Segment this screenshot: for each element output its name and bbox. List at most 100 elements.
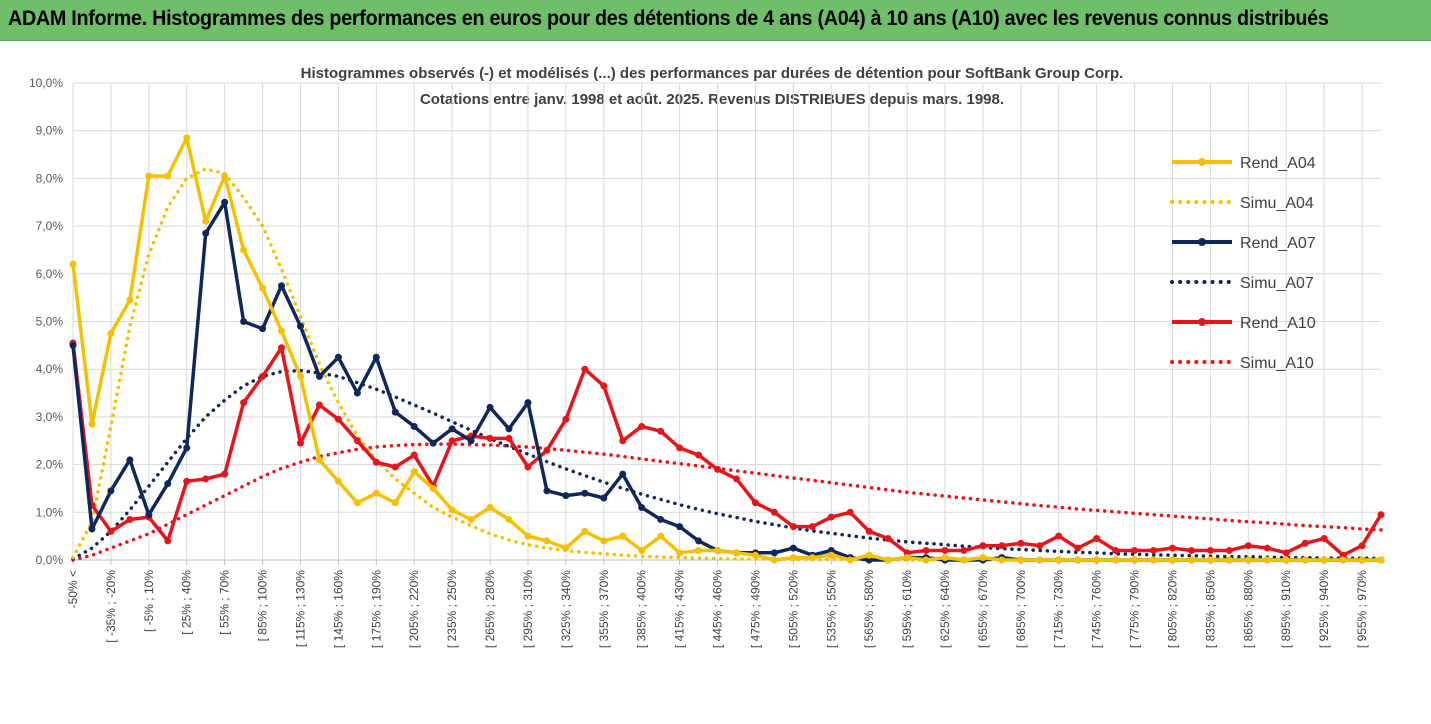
- x-tick-label: [ 295% ; 310%: [521, 570, 535, 648]
- point-rend-a10: [1150, 546, 1158, 554]
- point-rend-a10: [1093, 535, 1101, 543]
- point-rend-a04: [562, 544, 570, 552]
- point-rend-a04: [1036, 556, 1044, 564]
- legend-label-simu-a07: Simu_A07: [1240, 275, 1314, 292]
- point-rend-a07: [638, 504, 646, 512]
- x-tick-label: [ -5% ; 10%: [142, 570, 156, 632]
- point-rend-a04: [1320, 556, 1328, 564]
- y-tick-label: 2,0%: [36, 458, 64, 472]
- point-rend-a04: [240, 246, 248, 254]
- point-rend-a10: [770, 508, 778, 516]
- y-tick-label: 7,0%: [36, 219, 64, 233]
- legend-marker-rend-a07: [1198, 238, 1206, 246]
- point-rend-a04: [1263, 556, 1271, 564]
- point-rend-a04: [372, 489, 380, 497]
- point-rend-a10: [486, 434, 494, 442]
- x-tick-label: [ 445% ; 460%: [711, 570, 725, 648]
- point-rend-a07: [69, 341, 77, 349]
- x-tick-label: [ 925% ; 940%: [1317, 570, 1331, 648]
- legend-label-rend-a04: Rend_A04: [1240, 155, 1316, 172]
- point-rend-a07: [221, 198, 229, 206]
- point-rend-a10: [789, 523, 797, 531]
- point-rend-a10: [884, 535, 892, 543]
- point-rend-a07: [391, 408, 399, 416]
- point-rend-a04: [827, 551, 835, 559]
- point-rend-a04: [164, 172, 172, 180]
- point-rend-a10: [1112, 546, 1120, 554]
- point-rend-a10: [164, 537, 172, 545]
- x-tick-label: [ -35% ; -20%: [104, 570, 118, 643]
- point-rend-a04: [88, 420, 96, 428]
- point-rend-a07: [88, 525, 96, 533]
- series-line-rend-a07: [71, 200, 1381, 562]
- point-rend-a04: [808, 554, 816, 562]
- point-rend-a04: [1074, 556, 1082, 564]
- legend-label-rend-a10: Rend_A10: [1240, 315, 1316, 332]
- legend-marker-rend-a04: [1198, 158, 1206, 166]
- x-tick-label: [ 955% ; 970%: [1355, 570, 1369, 648]
- point-rend-a07: [410, 422, 418, 430]
- x-tick-label: [ 265% ; 280%: [483, 570, 497, 648]
- point-rend-a10: [1377, 511, 1385, 519]
- point-rend-a04: [1339, 556, 1347, 564]
- point-rend-a04: [789, 554, 797, 562]
- point-rend-a10: [979, 542, 987, 550]
- point-rend-a04: [221, 172, 229, 180]
- point-rend-a04: [1168, 556, 1176, 564]
- point-rend-a10: [1187, 546, 1195, 554]
- x-tick-label: [ 205% ; 220%: [407, 570, 421, 648]
- point-rend-a04: [278, 327, 286, 335]
- x-tick-label: [ 715% ; 730%: [1052, 570, 1066, 648]
- point-rend-a10: [1017, 539, 1025, 547]
- point-rend-a10: [505, 434, 513, 442]
- point-rend-a07: [334, 353, 342, 361]
- grid: [72, 82, 1381, 561]
- x-axis: -50% < [ -35% ; -20% [ -5% ; 10% [ 25% ; 40…: [66, 559, 1381, 648]
- point-rend-a10: [1282, 549, 1290, 557]
- point-rend-a10: [1263, 544, 1271, 552]
- point-rend-a04: [638, 546, 646, 554]
- point-rend-a04: [998, 556, 1006, 564]
- point-rend-a10: [808, 523, 816, 531]
- y-tick-label: 9,0%: [36, 124, 64, 138]
- point-rend-a10: [922, 546, 930, 554]
- point-rend-a07: [448, 425, 456, 433]
- point-rend-a10: [296, 439, 304, 447]
- legend-label-simu-a04: Simu_A04: [1240, 195, 1314, 212]
- point-rend-a10: [391, 463, 399, 471]
- point-rend-a10: [1168, 544, 1176, 552]
- point-rend-a04: [714, 546, 722, 554]
- legend-label-simu-a10: Simu_A10: [1240, 355, 1314, 372]
- point-rend-a07: [145, 511, 153, 519]
- point-rend-a04: [69, 260, 77, 268]
- point-rend-a04: [145, 172, 153, 180]
- point-rend-a04: [1055, 556, 1063, 564]
- series-group: [69, 134, 1385, 564]
- point-rend-a07: [315, 372, 323, 380]
- point-rend-a04: [353, 499, 361, 507]
- point-rend-a10: [221, 470, 229, 478]
- point-rend-a10: [960, 546, 968, 554]
- point-rend-a07: [505, 425, 513, 433]
- point-rend-a10: [448, 437, 456, 445]
- point-rend-a04: [1377, 556, 1385, 564]
- point-rend-a04: [1131, 556, 1139, 564]
- point-rend-a10: [714, 465, 722, 473]
- point-rend-a07: [278, 282, 286, 290]
- point-rend-a10: [998, 542, 1006, 550]
- point-rend-a10: [543, 446, 551, 454]
- y-tick-label: 0,0%: [36, 553, 64, 567]
- x-tick-label: [ 115% ; 130%: [293, 570, 307, 647]
- point-rend-a10: [240, 399, 248, 407]
- point-rend-a10: [676, 444, 684, 452]
- point-rend-a04: [619, 532, 627, 540]
- x-tick-label: [ 625% ; 640%: [938, 570, 952, 648]
- point-rend-a10: [638, 422, 646, 430]
- point-rend-a04: [183, 134, 191, 142]
- point-rend-a07: [296, 322, 304, 330]
- point-rend-a10: [1358, 542, 1366, 550]
- y-tick-label: 5,0%: [36, 315, 64, 329]
- point-rend-a07: [164, 480, 172, 488]
- point-rend-a04: [732, 549, 740, 557]
- x-tick-label: [ 745% ; 760%: [1090, 570, 1104, 648]
